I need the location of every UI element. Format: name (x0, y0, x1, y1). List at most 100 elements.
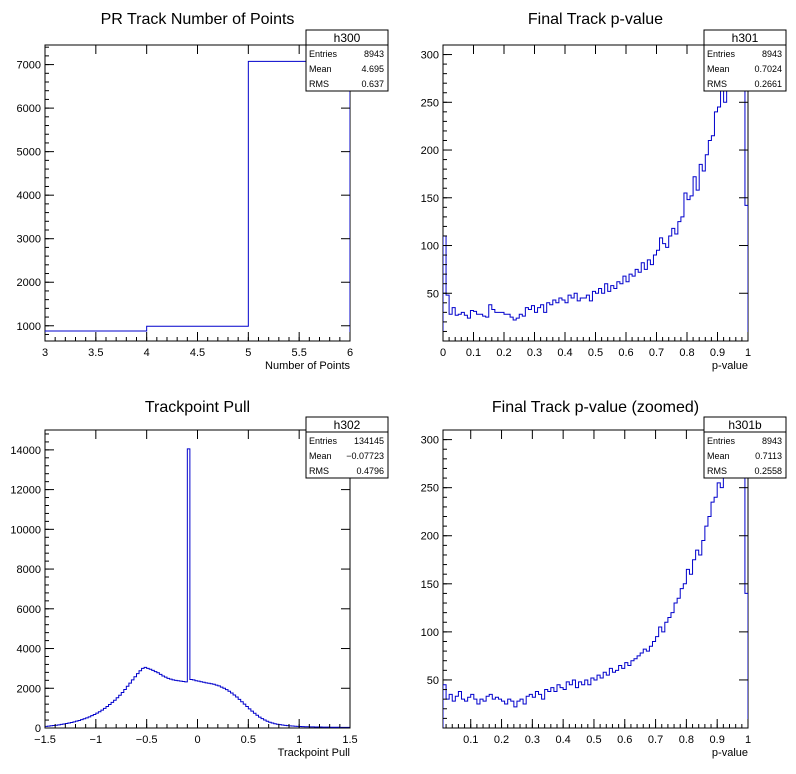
y-tick-label: 2000 (17, 277, 41, 289)
y-tick-label: 100 (421, 627, 439, 639)
stats-entries-label: Entries (707, 49, 736, 59)
stats-mean-label: Mean (707, 64, 730, 74)
x-tick-label: 6 (347, 347, 353, 359)
y-tick-label: 8000 (17, 564, 41, 576)
stats-rms-value: 0.2558 (754, 466, 782, 476)
x-tick-label: 0.6 (618, 347, 633, 359)
histogram-panel-h300: PR Track Number of Points 3 3.5 4 4.5 5 5.5 6 10… (17, 11, 389, 372)
chart-title: Final Track p-value (528, 11, 663, 28)
histogram-series (443, 439, 748, 728)
stats-rms-value: 0.4796 (356, 466, 384, 476)
x-tick-label: 0.9 (710, 734, 725, 746)
stats-box: h302 Entries 134145 Mean −0.07723 RMS 0.4796 (305, 416, 389, 479)
y-tick-label: 150 (421, 579, 439, 591)
x-tick-label: 1 (296, 734, 302, 746)
y-tick-label: 10000 (10, 524, 41, 536)
x-tick-label: 4.5 (190, 347, 205, 359)
y-tick-label: 300 (421, 435, 439, 447)
y-tick-label: 6000 (17, 604, 41, 616)
y-tick-label: 100 (421, 241, 439, 253)
y-tick-label: 250 (421, 483, 439, 495)
stats-box: h301b Entries 8943 Mean 0.7113 RMS 0.2558 (703, 416, 787, 479)
x-tick-label: 0.1 (466, 347, 481, 359)
x-tick-label: −1.5 (34, 734, 56, 746)
stats-rms-label: RMS (309, 466, 329, 476)
stats-mean-value: 0.7024 (754, 64, 782, 74)
x-tick-label: 0.3 (525, 734, 540, 746)
x-tick-label: 0 (440, 347, 446, 359)
stats-entries-value: 8943 (762, 436, 782, 446)
x-tick-label: 0 (194, 734, 200, 746)
chart-title: Final Track p-value (zoomed) (492, 399, 699, 416)
y-tick-label: 14000 (10, 445, 41, 457)
y-tick-label: 200 (421, 531, 439, 543)
plot-frame (44, 429, 351, 729)
y-tick-label: 4000 (17, 644, 41, 656)
x-tick-label: 0.5 (586, 734, 601, 746)
x-tick-label: 0.7 (648, 734, 663, 746)
x-tick-label: 0.6 (617, 734, 632, 746)
stats-rms-label: RMS (707, 79, 727, 89)
histogram-panel-h302: Trackpoint Pull −1.5 −1 −0.5 0 0.5 1 1.5 0 2000 40… (10, 399, 389, 759)
stats-rms-value: 0.637 (361, 79, 384, 89)
stats-box: h300 Entries 8943 Mean 4.695 RMS 0.637 (305, 29, 389, 92)
x-axis-label: Trackpoint Pull (278, 747, 350, 759)
y-tick-label: 50 (427, 288, 439, 300)
x-tick-label: 1 (745, 347, 751, 359)
x-tick-label: 0.1 (463, 734, 478, 746)
stats-entries-value: 8943 (762, 49, 782, 59)
plot-frame (44, 44, 351, 342)
stats-entries-label: Entries (309, 436, 338, 446)
x-tick-label: 3.5 (88, 347, 103, 359)
stats-entries-label: Entries (707, 436, 736, 446)
y-tick-label: 300 (421, 50, 439, 62)
y-tick-label: 0 (35, 723, 41, 735)
y-tick-label: 50 (427, 675, 439, 687)
x-tick-label: 0.5 (241, 734, 256, 746)
x-tick-label: 0.2 (496, 347, 511, 359)
stats-rms-label: RMS (707, 466, 727, 476)
y-tick-label: 6000 (17, 103, 41, 115)
y-tick-label: 200 (421, 145, 439, 157)
stats-histogram-name: h301b (728, 418, 762, 432)
stats-rms-value: 0.2661 (754, 79, 782, 89)
x-tick-label: −0.5 (136, 734, 158, 746)
stats-mean-value: −0.07723 (346, 451, 384, 461)
histogram-panel-h301b: Final Track p-value (zoomed) 0.1 0.2 0.3 0.4… (421, 399, 787, 759)
x-tick-label: −1 (90, 734, 103, 746)
x-tick-label: 0.2 (494, 734, 509, 746)
y-tick-label: 7000 (17, 60, 41, 72)
x-tick-label: 0.4 (556, 734, 571, 746)
y-tick-label: 5000 (17, 147, 41, 159)
x-tick-label: 3 (42, 347, 48, 359)
y-tick-label: 150 (421, 193, 439, 205)
x-tick-label: 0.9 (710, 347, 725, 359)
y-tick-label: 3000 (17, 234, 41, 246)
stats-entries-value: 8943 (364, 49, 384, 59)
stats-mean-value: 4.695 (361, 64, 384, 74)
stats-mean-label: Mean (707, 451, 730, 461)
x-tick-label: 0.5 (588, 347, 603, 359)
stats-entries-label: Entries (309, 49, 338, 59)
stats-rms-label: RMS (309, 79, 329, 89)
x-tick-label: 1 (745, 734, 751, 746)
y-tick-label: 1000 (17, 321, 41, 333)
y-tick-label: 2000 (17, 683, 41, 695)
histogram-panel-h301: Final Track p-value 0 0.1 0.2 0.3 0.4 0.5 0.6 0.… (421, 11, 787, 372)
chart-title: Trackpoint Pull (145, 399, 250, 416)
y-tick-label: 12000 (10, 485, 41, 497)
y-tick-label: 250 (421, 97, 439, 109)
histogram-series (443, 49, 748, 341)
plot-frame (442, 429, 749, 729)
x-tick-label: 1.5 (342, 734, 357, 746)
x-axis-label: p-value (712, 360, 748, 372)
x-tick-label: 0.3 (527, 347, 542, 359)
x-tick-label: 0.4 (557, 347, 572, 359)
chart-title: PR Track Number of Points (101, 11, 295, 28)
x-axis-label: Number of Points (265, 360, 350, 372)
x-tick-label: 0.8 (679, 734, 694, 746)
x-axis-label: p-value (712, 747, 748, 759)
x-tick-label: 5.5 (292, 347, 307, 359)
stats-mean-label: Mean (309, 451, 332, 461)
